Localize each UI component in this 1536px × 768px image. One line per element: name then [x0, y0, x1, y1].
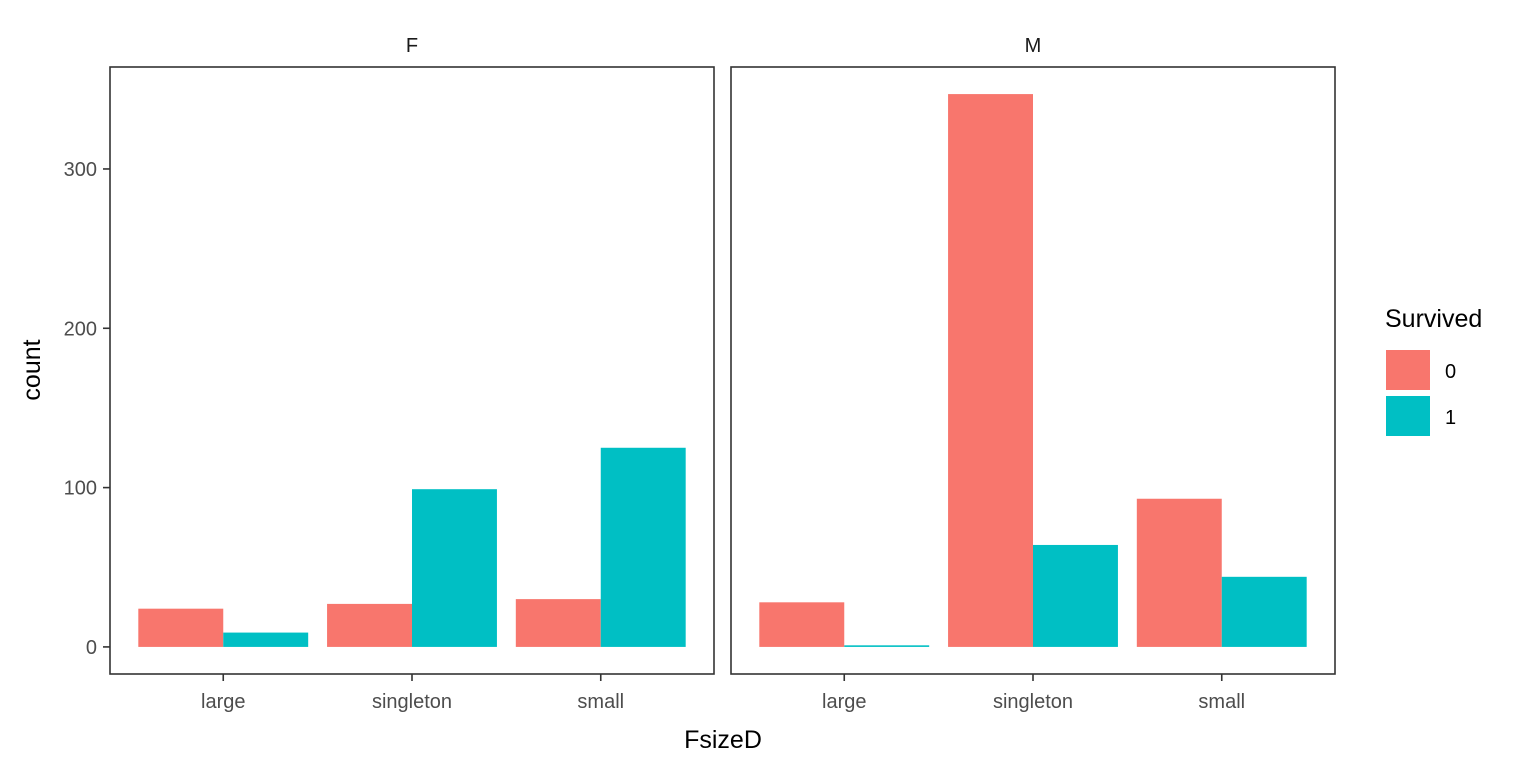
bar-F-small-survived-0: [515, 599, 601, 647]
x-tick-label: large: [822, 691, 866, 713]
facet-strip-label: M: [1025, 35, 1042, 57]
panel-border: [109, 66, 715, 675]
legend-key-survived-1: [1386, 396, 1430, 436]
y-tick-label: 0: [86, 637, 97, 659]
bar-M-singleton-survived-1: [1033, 544, 1118, 647]
legend: Survived 0 1: [1385, 305, 1482, 436]
y-axis-title: count: [18, 339, 46, 400]
facet-strip-label: F: [406, 35, 418, 57]
x-tick-label: singleton: [993, 691, 1073, 713]
y-axis: 0 100 200 300: [64, 159, 110, 659]
bar-M-large-survived-1: [844, 645, 930, 647]
x-axis-title: FsizeD: [684, 726, 762, 754]
panel-border: [730, 66, 1336, 675]
legend-key-survived-0: [1386, 350, 1430, 390]
bar-M-large-survived-0: [759, 602, 845, 647]
bar-M-small-survived-0: [1136, 498, 1222, 647]
y-tick-label: 200: [64, 318, 97, 340]
bar-F-large-survived-0: [138, 608, 224, 647]
x-tick-label: singleton: [372, 691, 452, 713]
bar-M-small-survived-1: [1221, 576, 1307, 647]
bar-F-singleton-survived-1: [412, 489, 497, 647]
bar-M-singleton-survived-0: [948, 94, 1033, 647]
legend-label-survived-0: 0: [1445, 361, 1456, 383]
y-tick-label: 100: [64, 478, 97, 500]
legend-label-survived-1: 1: [1445, 407, 1456, 429]
x-tick-label: small: [577, 691, 624, 713]
y-tick-label: 300: [64, 159, 97, 181]
bar-F-large-survived-1: [223, 632, 309, 647]
x-tick-label: large: [201, 691, 245, 713]
bar-F-singleton-survived-0: [327, 603, 412, 647]
x-tick-label: small: [1198, 691, 1245, 713]
legend-title: Survived: [1385, 305, 1482, 333]
bar-F-small-survived-1: [600, 447, 686, 647]
